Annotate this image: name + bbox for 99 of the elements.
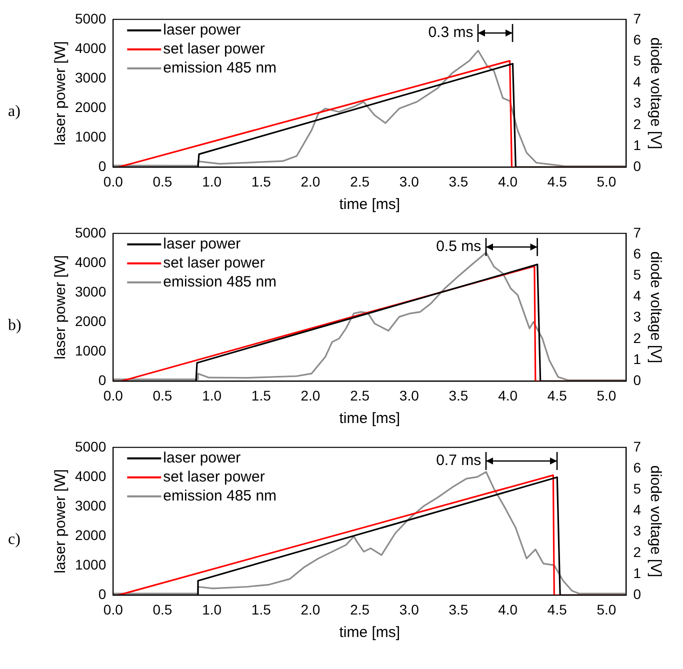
y2-tick-label: 1: [633, 564, 642, 581]
x-tick-label: 0.5: [152, 601, 172, 618]
y-tick-label: 3000: [74, 497, 106, 514]
y2-tick-label: 1: [633, 136, 642, 153]
y2-tick-label: 4: [633, 502, 642, 518]
y2-tick-label: 2: [633, 116, 642, 132]
y-axis-title: laser power [W]: [52, 41, 70, 146]
y2-tick-label: 1: [633, 350, 642, 367]
x-tick-label: 0.0: [103, 173, 124, 190]
y2-axis-title: diode voltage [V]: [646, 37, 664, 150]
legend-label: emission 485 nm: [163, 488, 277, 505]
legend-label: set laser power: [163, 468, 265, 486]
y2-tick-label: 7: [633, 10, 642, 26]
text: b): [8, 317, 22, 335]
y-tick-label: 1000: [74, 342, 106, 358]
x-tick-label: 1.0: [202, 601, 222, 618]
annotation: 0.5 ms: [436, 237, 482, 258]
y-tick-label: 5000: [74, 224, 106, 240]
x-tick-label: 4.0: [498, 387, 518, 404]
x-tick-label: 3.0: [399, 601, 420, 618]
y2-tick-label: 0: [633, 372, 642, 388]
x-tick-label: 5.0: [596, 601, 616, 618]
x-tick-label: 5.0: [596, 387, 616, 404]
x-tick-label: 3.5: [448, 387, 468, 404]
y2-tick-label: 6: [633, 31, 642, 48]
x-tick-label: 4.5: [547, 173, 568, 190]
x-tick-label: 1.5: [251, 601, 272, 618]
y-tick-label: 0: [98, 372, 106, 388]
y-tick-label: 5000: [74, 10, 106, 26]
y-tick-label: 3000: [74, 283, 106, 300]
y-tick-label: 2000: [74, 98, 106, 115]
legend-label: set laser power: [163, 40, 265, 58]
y-tick-label: 2000: [74, 526, 106, 543]
y2-axis-title: diode voltage [V]: [646, 251, 664, 364]
x-axis-title: time [ms]: [339, 410, 400, 428]
y2-tick-label: 7: [633, 438, 642, 454]
x-tick-label: 2.5: [350, 173, 370, 190]
x-tick-label: 2.5: [350, 387, 370, 404]
y2-tick-label: 5: [633, 266, 642, 282]
x-tick-label: 0.0: [103, 601, 124, 618]
y2-tick-label: 3: [633, 308, 642, 325]
x-tick-label: 4.5: [547, 601, 568, 618]
y-tick-label: 4000: [74, 40, 106, 56]
legend-label: emission 485 nm: [163, 60, 277, 77]
x-tick-label: 4.0: [498, 173, 518, 190]
text: a): [8, 103, 22, 121]
x-tick-label: 2.0: [300, 387, 320, 404]
y-tick-label: 1000: [74, 128, 106, 144]
x-axis-title: time [ms]: [339, 624, 400, 642]
y-tick-label: 1000: [74, 556, 106, 572]
y2-tick-label: 2: [633, 330, 642, 346]
legend-label: set laser power: [163, 254, 265, 272]
legend-label: laser power: [163, 22, 241, 39]
text: c): [8, 531, 22, 549]
x-tick-label: 0.5: [152, 173, 172, 190]
x-tick-label: 5.0: [596, 173, 616, 190]
y2-tick-label: 5: [633, 480, 642, 496]
y2-tick-label: 4: [633, 288, 642, 304]
legend-label: laser power: [163, 450, 241, 467]
y2-tick-label: 6: [633, 245, 642, 262]
y2-axis-title: diode voltage [V]: [646, 465, 664, 578]
y-axis-title: laser power [W]: [52, 469, 70, 574]
annotation: 0.3 ms: [428, 23, 474, 44]
x-tick-label: 0.5: [152, 387, 172, 404]
y2-tick-label: 3: [633, 94, 642, 111]
y-tick-label: 4000: [74, 254, 106, 270]
x-tick-label: 1.5: [251, 173, 272, 190]
y-tick-label: 3000: [74, 69, 106, 86]
y-axis-title: laser power [W]: [52, 255, 70, 360]
x-tick-label: 3.5: [448, 601, 468, 618]
y2-tick-label: 7: [633, 224, 642, 240]
legend-label: laser power: [163, 236, 241, 253]
x-tick-label: 2.0: [300, 601, 320, 618]
y2-tick-label: 2: [633, 544, 642, 560]
y-tick-label: 5000: [74, 438, 106, 454]
y-tick-label: 4000: [74, 468, 106, 484]
x-tick-label: 0.0: [103, 387, 124, 404]
y-tick-label: 0: [98, 158, 106, 174]
x-tick-label: 1.5: [251, 387, 272, 404]
x-tick-label: 3.0: [399, 173, 420, 190]
y2-tick-label: 0: [633, 586, 642, 602]
annotation: 0.7 ms: [436, 451, 482, 472]
y2-tick-label: 0: [633, 158, 642, 174]
x-tick-label: 3.0: [399, 387, 420, 404]
y-tick-label: 2000: [74, 312, 106, 329]
y-tick-label: 0: [98, 586, 106, 602]
x-tick-label: 2.0: [300, 173, 320, 190]
y2-tick-label: 3: [633, 522, 642, 539]
x-tick-label: 4.5: [547, 387, 568, 404]
y2-tick-label: 4: [633, 74, 642, 90]
x-tick-label: 1.0: [202, 387, 222, 404]
x-tick-label: 4.0: [498, 601, 518, 618]
x-tick-label: 2.5: [350, 601, 370, 618]
x-axis-title: time [ms]: [339, 196, 400, 214]
legend-label: emission 485 nm: [163, 274, 277, 291]
y2-tick-label: 5: [633, 52, 642, 68]
y2-tick-label: 6: [633, 459, 642, 476]
x-tick-label: 3.5: [448, 173, 468, 190]
x-tick-label: 1.0: [202, 173, 222, 190]
